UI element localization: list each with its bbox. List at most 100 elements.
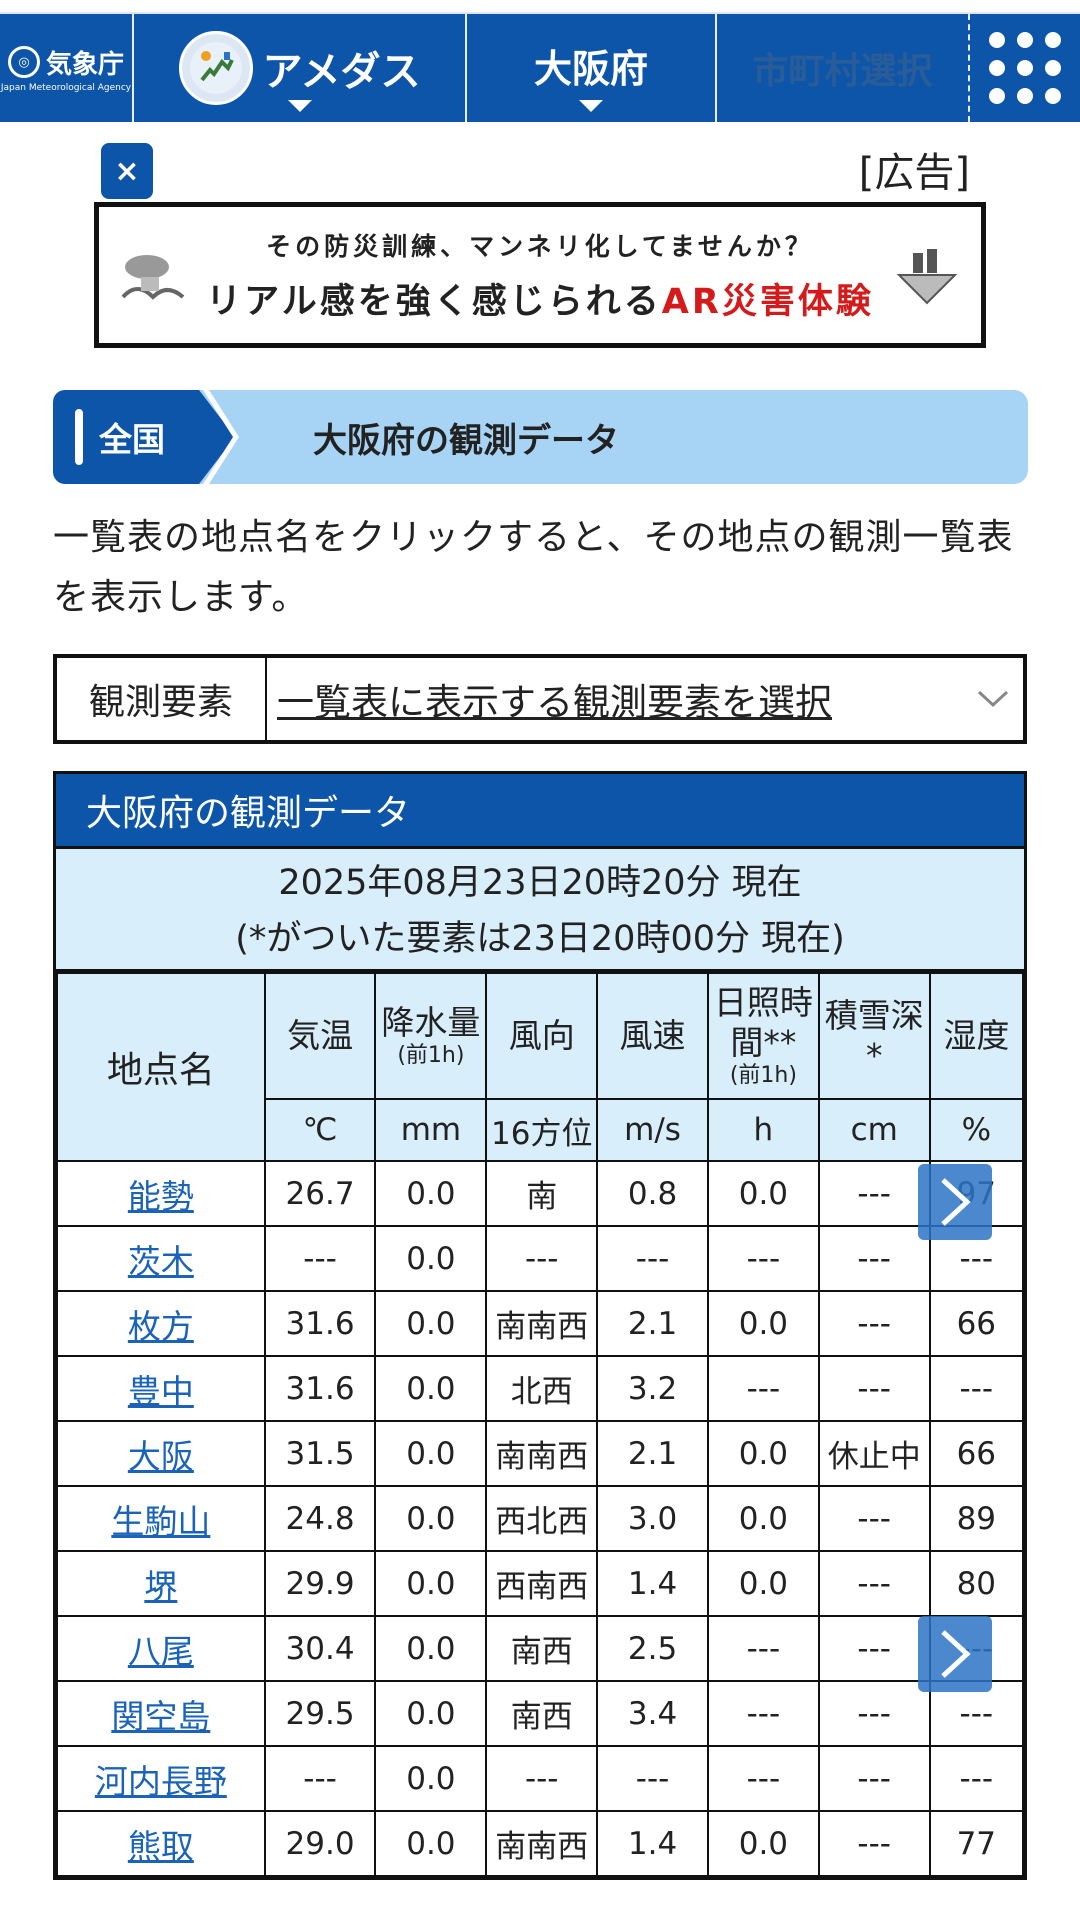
element-selector-label: 観測要素 [57, 658, 267, 740]
station-link[interactable]: 熊取 [127, 1826, 194, 1866]
city-select-button[interactable]: 市町村選択 [717, 14, 970, 122]
element-selector[interactable]: 観測要素 一覧表に表示する観測要素を選択 [53, 654, 1027, 744]
jma-logo[interactable]: ◎ 気象庁 Japan Meteorological Agency [0, 14, 134, 122]
unit-humid: % [928, 1098, 1025, 1162]
header-wdir-label: 風向 [508, 1016, 575, 1055]
cell-station: 枚方 [56, 1290, 266, 1357]
cell-station: 大阪 [56, 1420, 266, 1487]
cell-humid: --- [928, 1355, 1025, 1422]
cell-sun: --- [706, 1615, 820, 1682]
station-link[interactable]: 堺 [144, 1566, 178, 1606]
table-row: 枚方 31.6 0.0 南南西 2.1 0.0 --- 66 [56, 1290, 1025, 1357]
header-wspeed-label: 風速 [619, 1016, 686, 1055]
cell-precip: 0.0 [374, 1225, 488, 1292]
cell-temp: 29.9 [263, 1550, 377, 1617]
table-timestamp-main: 2025年08月23日20時20分 現在 [278, 863, 802, 903]
cell-humid: 66 [928, 1420, 1025, 1487]
cell-precip: 0.0 [374, 1160, 488, 1227]
scroll-right-button[interactable] [918, 1164, 992, 1240]
breadcrumb-bar-icon [75, 409, 83, 465]
header-precip[interactable]: 降水量 (前1h) [374, 972, 488, 1100]
unit-precip: mm [374, 1098, 488, 1162]
cell-wspeed: 2.1 [596, 1420, 709, 1487]
cell-sun: 0.0 [706, 1550, 820, 1617]
cell-station: 茨木 [56, 1225, 266, 1292]
table-timestamp-note: (*がついた要素は23日20時00分 現在) [235, 919, 845, 959]
unit-wspeed: m/s [596, 1098, 709, 1162]
cell-precip: 0.0 [374, 1485, 488, 1552]
cell-humid: 77 [928, 1810, 1025, 1877]
cell-temp: 30.4 [263, 1615, 377, 1682]
prefecture-menu-button[interactable]: 大阪府 [467, 14, 717, 122]
station-link[interactable]: 大阪 [127, 1436, 194, 1476]
table-row: 生駒山 24.8 0.0 西北西 3.0 0.0 --- 89 [56, 1485, 1025, 1552]
station-link[interactable]: 茨木 [127, 1241, 194, 1281]
ad-banner[interactable]: その防災訓練、マンネリ化してませんか？ リアル感を強く感じられるAR災害体験 [94, 202, 986, 348]
station-link[interactable]: 豊中 [127, 1371, 194, 1411]
header-wspeed[interactable]: 風速 [596, 972, 709, 1100]
cell-wspeed: 3.0 [596, 1485, 709, 1552]
table-row: 八尾 30.4 0.0 南西 2.5 --- --- --- [56, 1615, 1025, 1682]
header-station[interactable]: 地点名 [56, 972, 266, 1162]
ad-close-button[interactable]: × [101, 143, 153, 199]
cell-temp: 31.6 [263, 1355, 377, 1422]
table-caption: 大阪府の観測データ [56, 774, 1024, 846]
breadcrumb-home-label: 全国 [99, 420, 165, 459]
unit-wdir: 16方位 [485, 1098, 599, 1162]
station-link[interactable]: 能勢 [127, 1176, 194, 1216]
cell-wspeed: 3.4 [596, 1680, 709, 1747]
ad-line-2-highlight: AR災害体験 [661, 281, 874, 322]
header-sun[interactable]: 日照時間** (前1h) [706, 972, 820, 1100]
amedas-menu-button[interactable]: アメダス [134, 14, 467, 122]
cell-sun: --- [706, 1745, 820, 1812]
table-row: 豊中 31.6 0.0 北西 3.2 --- --- --- [56, 1355, 1025, 1422]
cell-precip: 0.0 [374, 1550, 488, 1617]
cell-station: 河内長野 [56, 1745, 266, 1812]
data-table: 地点名 気温 降水量 (前1h) 風向 風速 日照時間** (前1h) 積雪深* 湿… [56, 972, 1025, 1877]
chevron-right-icon [941, 1178, 971, 1226]
table-row: 河内長野 --- 0.0 --- --- --- --- --- [56, 1745, 1025, 1812]
cell-humid: --- [928, 1745, 1025, 1812]
breadcrumb-arrow-icon [195, 390, 239, 484]
breadcrumb: 大阪府の観測データ 全国 [53, 390, 1028, 484]
station-link[interactable]: 河内長野 [94, 1761, 227, 1801]
table-row: 堺 29.9 0.0 西南西 1.4 0.0 --- 80 [56, 1550, 1025, 1617]
header-humid[interactable]: 湿度 [928, 972, 1025, 1100]
unit-snow: cm [817, 1098, 931, 1162]
station-link[interactable]: 関空島 [111, 1696, 211, 1736]
station-link[interactable]: 八尾 [127, 1631, 194, 1671]
header-wdir[interactable]: 風向 [485, 972, 599, 1100]
amedas-globe-icon [178, 31, 253, 105]
header-temp[interactable]: 気温 [263, 972, 377, 1100]
element-selector-value[interactable]: 一覧表に表示する観測要素を選択 [277, 681, 832, 724]
cell-snow: --- [817, 1680, 931, 1747]
cell-humid: 80 [928, 1550, 1025, 1617]
amedas-label: アメダス [262, 49, 421, 95]
station-link[interactable]: 枚方 [127, 1306, 194, 1346]
cell-snow: --- [817, 1615, 931, 1682]
ad-label: [広告] [858, 150, 970, 196]
cell-snow: --- [817, 1290, 931, 1357]
cell-station: 八尾 [56, 1615, 266, 1682]
cell-sun: --- [706, 1680, 820, 1747]
header-snow[interactable]: 積雪深* [817, 972, 931, 1100]
cell-wdir: --- [485, 1225, 599, 1292]
cell-temp: 26.7 [263, 1160, 377, 1227]
cell-snow: --- [817, 1225, 931, 1292]
cell-temp: 29.0 [263, 1810, 377, 1877]
scroll-right-button-lower[interactable] [918, 1616, 992, 1692]
table-row: 茨木 --- 0.0 --- --- --- --- --- [56, 1225, 1025, 1292]
page-description: 一覧表の地点名をクリックすると、その地点の観測一覧表を表示します。 [53, 517, 1014, 618]
breadcrumb-home-link[interactable]: 全国 [53, 390, 195, 484]
cell-humid: 89 [928, 1485, 1025, 1552]
header-sun-sub: (前1h) [729, 1063, 797, 1088]
cell-wspeed: 2.1 [596, 1290, 709, 1357]
grid-menu-button[interactable] [970, 14, 1080, 122]
cell-snow: --- [817, 1745, 931, 1812]
observation-table: 大阪府の観測データ 2025年08月23日20時20分 現在 (*がついた要素は… [53, 771, 1027, 1880]
cell-wdir: 南西 [485, 1680, 599, 1747]
chevron-right-icon [941, 1630, 971, 1678]
station-link[interactable]: 生駒山 [111, 1501, 211, 1541]
cell-temp: --- [263, 1225, 377, 1292]
cell-temp: 31.5 [263, 1420, 377, 1487]
